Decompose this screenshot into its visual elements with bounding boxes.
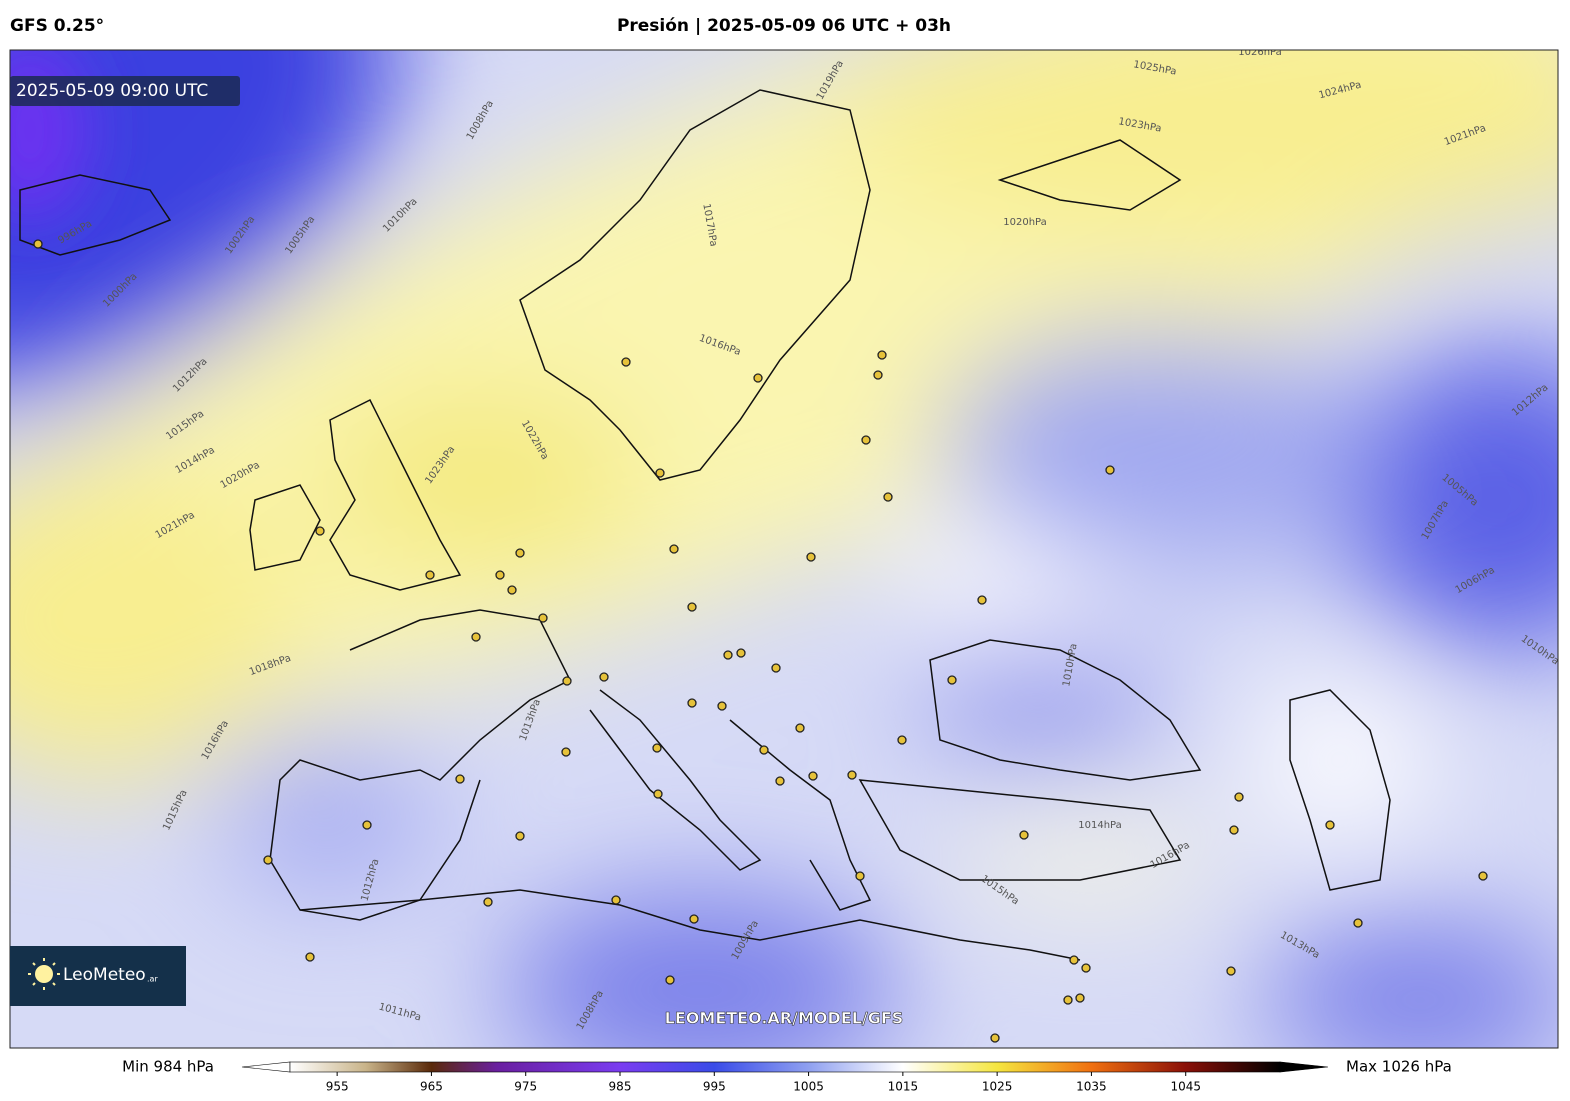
contour-label: 1020hPa xyxy=(1003,217,1047,228)
city-marker xyxy=(263,855,273,865)
city-marker xyxy=(1226,966,1236,976)
city-marker xyxy=(455,774,465,784)
colorbar-tick-label: 955 xyxy=(326,1080,349,1094)
city-marker xyxy=(775,776,785,786)
city-marker xyxy=(1069,955,1079,965)
logo-text: LeoMeteo xyxy=(63,965,146,985)
city-marker xyxy=(562,676,572,686)
city-marker xyxy=(847,770,857,780)
city-marker xyxy=(665,975,675,985)
city-marker xyxy=(362,820,372,830)
colorbar-tick-label: 965 xyxy=(420,1080,443,1094)
city-marker xyxy=(599,672,609,682)
model-name: GFS 0.25° xyxy=(10,16,104,36)
time-box xyxy=(10,76,240,106)
city-marker xyxy=(717,701,727,711)
city-marker xyxy=(483,897,493,907)
logo-sun xyxy=(35,965,53,983)
colorbar: 955 965 975 985 995 1005 1015 1025 1035 1045 xyxy=(241,1061,1329,1094)
logo-rays xyxy=(28,958,60,990)
colorbar-tick-label: 1005 xyxy=(793,1080,824,1094)
city-marker xyxy=(471,632,481,642)
city-marker xyxy=(495,570,505,580)
city-marker xyxy=(883,492,893,502)
map-frame xyxy=(9,49,1559,1049)
city-marker xyxy=(736,648,746,658)
colorbar-extend-high xyxy=(1279,1061,1329,1073)
city-marker xyxy=(655,468,665,478)
colorbar-bar xyxy=(289,1061,1281,1073)
max-label: Max 1026 hPa xyxy=(1346,1058,1452,1076)
contour-label: 1026hPa xyxy=(1238,47,1282,58)
contour-label: 1014hPa xyxy=(1078,820,1122,831)
city-marker xyxy=(611,895,621,905)
colorbar-tick-label: 1015 xyxy=(888,1080,919,1094)
city-marker xyxy=(33,239,43,249)
watermark: LEOMETEO.AR/MODEL/GFS xyxy=(665,1009,904,1028)
coastlines xyxy=(19,89,1391,961)
city-marker xyxy=(753,373,763,383)
logo-suffix: .ar xyxy=(147,975,158,984)
city-marker xyxy=(515,548,525,558)
city-marker xyxy=(538,613,548,623)
city-marker xyxy=(1353,918,1363,928)
city-marker xyxy=(1478,871,1488,881)
city-marker xyxy=(1075,993,1085,1003)
city-marker xyxy=(990,1033,1000,1043)
city-marker xyxy=(687,698,697,708)
city-marker xyxy=(759,745,769,755)
city-marker xyxy=(621,357,631,367)
city-marker xyxy=(652,743,662,753)
city-marker xyxy=(515,831,525,841)
city-marker xyxy=(873,370,883,380)
colorbar-tick-label: 1045 xyxy=(1170,1080,1201,1094)
city-marker xyxy=(507,585,517,595)
cities xyxy=(33,239,1488,1043)
city-marker xyxy=(1081,963,1091,973)
city-marker xyxy=(1229,825,1239,835)
city-marker xyxy=(1234,792,1244,802)
city-marker xyxy=(1019,830,1029,840)
city-marker xyxy=(669,544,679,554)
city-marker xyxy=(689,914,699,924)
city-marker xyxy=(795,723,805,733)
city-marker xyxy=(653,789,663,799)
city-marker xyxy=(808,771,818,781)
colorbar-tick-label: 1025 xyxy=(982,1080,1013,1094)
city-marker xyxy=(561,747,571,757)
valid-time: 2025-05-09 09:00 UTC xyxy=(16,81,208,101)
colorbar-extend-low xyxy=(241,1061,291,1073)
city-marker xyxy=(425,570,435,580)
city-marker xyxy=(771,663,781,673)
city-marker xyxy=(315,526,325,536)
colorbar-tick-label: 985 xyxy=(609,1080,632,1094)
city-marker xyxy=(897,735,907,745)
city-marker xyxy=(723,650,733,660)
city-marker xyxy=(977,595,987,605)
city-marker xyxy=(1105,465,1115,475)
city-marker xyxy=(1063,995,1073,1005)
colorbar-tick-label: 1035 xyxy=(1076,1080,1107,1094)
colorbar-tick-label: 975 xyxy=(514,1080,537,1094)
colorbar-tick-label: 995 xyxy=(703,1080,726,1094)
city-marker xyxy=(806,552,816,562)
city-marker xyxy=(855,871,865,881)
title: Presión | 2025-05-09 06 UTC + 03h xyxy=(617,16,951,36)
city-marker xyxy=(1325,820,1335,830)
city-marker xyxy=(947,675,957,685)
city-marker xyxy=(305,952,315,962)
min-label: Min 984 hPa xyxy=(122,1058,214,1076)
city-marker xyxy=(877,350,887,360)
city-marker xyxy=(861,435,871,445)
city-marker xyxy=(687,602,697,612)
